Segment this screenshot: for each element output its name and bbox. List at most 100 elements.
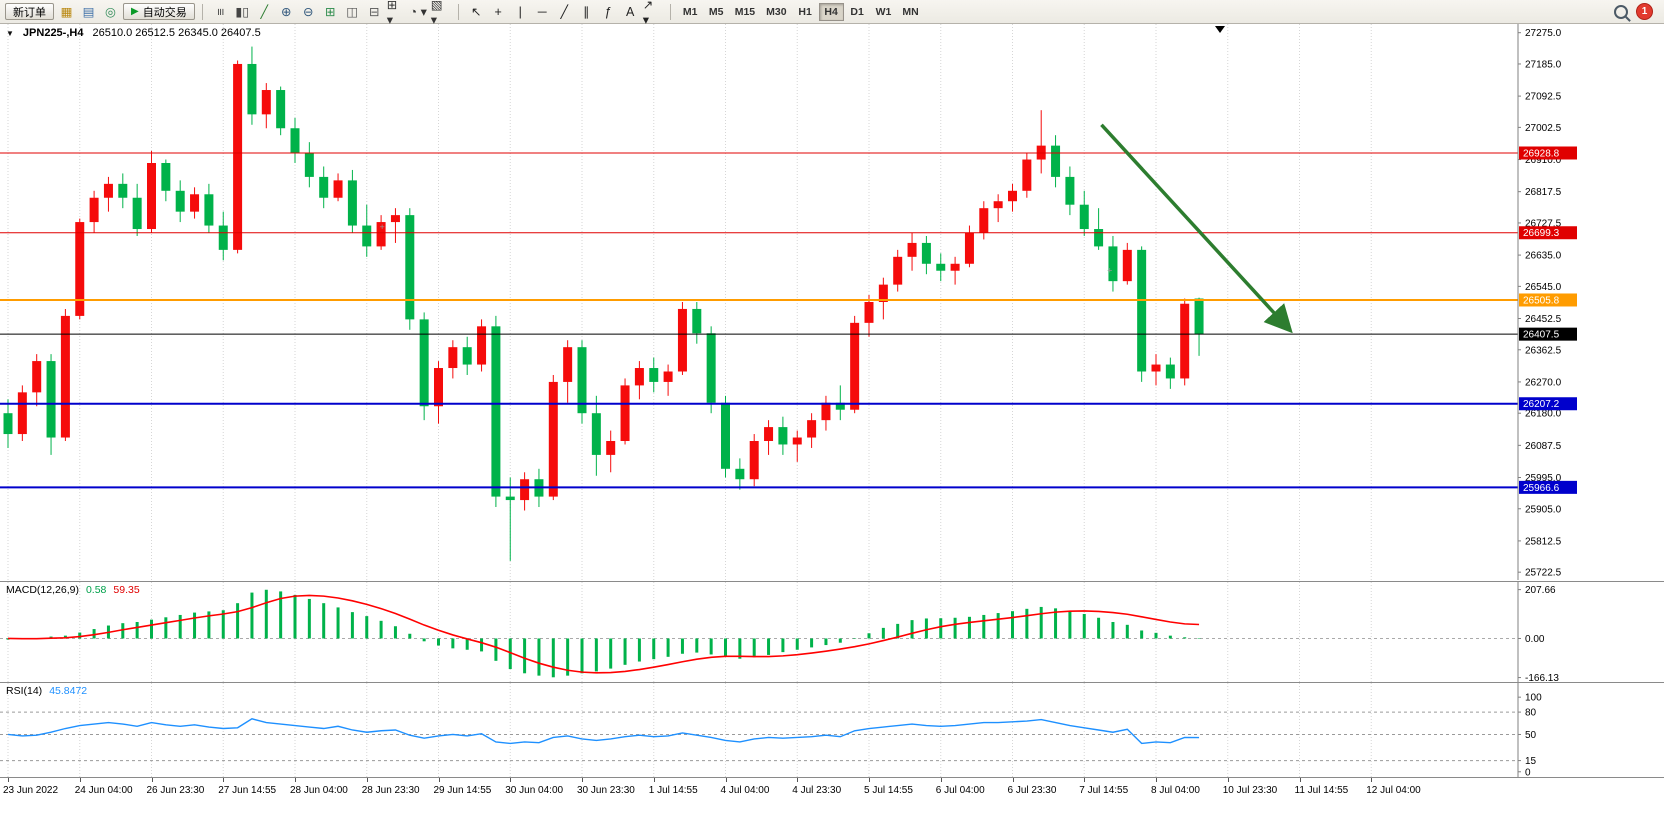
price-chart-canvas[interactable]: + +27275.0 27185.0 27092.5 27002.5 26910.0 268…	[0, 24, 1664, 581]
time-tick	[1084, 778, 1086, 782]
time-axis[interactable]: 23 Jun 2022 24 Jun 04:00 26 Jun 23:30 27 Ju…	[0, 778, 1664, 832]
zoom-in-icon[interactable]: ⊕	[280, 5, 292, 19]
svg-text:26910.0: 26910.0	[1525, 155, 1562, 166]
time-tick	[725, 778, 727, 782]
time-tick	[366, 778, 368, 782]
svg-text:26180.0: 26180.0	[1525, 409, 1562, 420]
horizontal-line-icon[interactable]: ─	[537, 4, 547, 19]
chart-tools-group: ≡ ▮▯ ╱ ⊕ ⊖ ⊞ ◫ ⊟ ⊞ ▾ ◔ ▾ ▧ ▾	[210, 0, 451, 27]
auto-trading-button[interactable]: ▶ 自动交易	[123, 3, 195, 20]
svg-text:26545.0: 26545.0	[1525, 282, 1562, 293]
macd-main-value: 0.58	[85, 584, 107, 596]
svg-text:25812.5: 25812.5	[1525, 536, 1562, 547]
svg-text:25966.6: 25966.6	[1523, 483, 1560, 494]
timeframe-D1[interactable]: D1	[845, 3, 870, 21]
svg-text:26699.3: 26699.3	[1523, 228, 1560, 239]
macd-title: MACD(12,26,9)	[6, 584, 79, 596]
time-tick	[295, 778, 296, 782]
svg-text:27002.5: 27002.5	[1525, 123, 1562, 134]
timeframe-M5[interactable]: M5	[704, 3, 729, 21]
play-icon: ▶	[131, 6, 139, 17]
price-chart-panel: + +27275.0 27185.0 27092.5 27002.5 26910.0 268…	[0, 24, 1664, 582]
time-tick	[869, 778, 870, 782]
svg-text:+: +	[380, 222, 385, 232]
svg-text:26817.5: 26817.5	[1525, 187, 1562, 198]
candlestick-icon[interactable]: ▮▯	[235, 5, 250, 19]
collapse-icon[interactable]: ▼	[6, 29, 14, 38]
new-chart-button[interactable]: ⊞ ▾	[386, 0, 398, 27]
time-tick	[940, 778, 942, 782]
svg-text:+: +	[1107, 266, 1112, 276]
zoom-out-icon[interactable]: ⊖	[302, 5, 314, 19]
time-tick	[79, 778, 81, 782]
time-label: 30 Jun 04:00	[505, 785, 564, 796]
line-chart-icon[interactable]: ╱	[260, 5, 268, 19]
bar-chart-icon[interactable]: ≡	[213, 7, 228, 16]
time-tick	[1299, 778, 1301, 782]
svg-text:27185.0: 27185.0	[1525, 59, 1562, 70]
svg-text:25905.0: 25905.0	[1525, 504, 1562, 515]
market-watch-icon[interactable]: ▦	[60, 5, 73, 19]
chart-ohlc-values: 26510.0 26512.5 26345.0 26407.5	[92, 27, 261, 39]
svg-text:27275.0: 27275.0	[1525, 28, 1562, 39]
navigator-icon[interactable]: ◎	[105, 5, 116, 19]
time-tick	[1371, 778, 1373, 782]
svg-text:50: 50	[1525, 730, 1537, 741]
svg-text:26270.0: 26270.0	[1525, 377, 1562, 388]
timeframe-MN[interactable]: MN	[897, 3, 923, 21]
time-label: 24 Jun 04:00	[74, 785, 133, 796]
timeframe-W1[interactable]: W1	[871, 3, 897, 21]
timeframe-H4[interactable]: H4	[818, 2, 844, 21]
trendline-icon[interactable]: ╱	[560, 5, 568, 19]
template-button[interactable]: ▧ ▾	[430, 0, 443, 27]
macd-label: MACD(12,26,9) 0.58 59.35	[6, 584, 140, 596]
time-label: 28 Jun 23:30	[361, 785, 420, 796]
timeframe-H1[interactable]: H1	[793, 3, 818, 21]
crosshair-icon[interactable]: +	[494, 4, 502, 19]
rsi-title: RSI(14)	[6, 685, 43, 697]
svg-text:26452.5: 26452.5	[1525, 314, 1562, 325]
time-label: 6 Jul 04:00	[935, 785, 985, 796]
time-tick	[223, 778, 225, 782]
period-button[interactable]: ◔ ▾	[409, 5, 427, 19]
timeframe-M15[interactable]: M15	[730, 3, 760, 21]
time-tick	[151, 778, 153, 782]
svg-text:26362.5: 26362.5	[1525, 345, 1562, 356]
svg-text:26407.5: 26407.5	[1523, 330, 1560, 341]
search-icon[interactable]	[1614, 4, 1628, 19]
time-tick	[510, 778, 512, 782]
data-window-icon[interactable]: ▤	[82, 5, 95, 19]
time-label: 27 Jun 14:55	[218, 785, 277, 796]
time-tick	[582, 778, 583, 782]
rsi-canvas[interactable]: 100 80 50 150	[0, 683, 1664, 777]
svg-text:100: 100	[1525, 693, 1542, 704]
time-label: 26 Jun 23:30	[146, 785, 205, 796]
toolbar-separator	[457, 3, 459, 20]
time-tick	[653, 778, 655, 782]
fibonacci-icon[interactable]: ƒ	[604, 4, 612, 19]
svg-text:25995.0: 25995.0	[1525, 473, 1562, 484]
cursor-icon[interactable]: ↖	[470, 5, 482, 19]
channel-icon[interactable]: ∥	[583, 5, 590, 19]
chart-symbol-label: JPN225-,H4	[22, 27, 84, 39]
text-icon[interactable]: A	[626, 4, 635, 19]
time-tick	[1227, 778, 1229, 782]
arrange-charts-icon[interactable]: ◫	[346, 5, 359, 19]
toolbar-right-group: 1	[1614, 3, 1659, 20]
svg-text:26727.5: 26727.5	[1525, 218, 1562, 229]
draw-tools-group: ↖ + | ─ ╱ ∥ ƒ A ↗ ▾	[466, 0, 663, 27]
new-order-button[interactable]: 新订单	[5, 3, 54, 20]
rsi-panel: 100 80 50 15 0 RSI(14) 45.8472	[0, 683, 1664, 778]
time-label: 10 Jul 23:30	[1222, 785, 1278, 796]
time-label: 1 Jul 14:55	[648, 785, 698, 796]
notification-badge[interactable]: 1	[1636, 3, 1653, 20]
cascade-windows-icon[interactable]: ⊟	[368, 5, 380, 19]
time-label: 23 Jun 2022	[3, 785, 59, 796]
timeframe-M30[interactable]: M30	[761, 3, 791, 21]
timeframe-M1[interactable]: M1	[678, 3, 703, 21]
macd-canvas[interactable]: 207.66 0.00 -166.13	[0, 582, 1664, 682]
vertical-line-icon[interactable]: |	[518, 4, 522, 19]
arrows-shapes-button[interactable]: ↗ ▾	[642, 0, 654, 27]
tile-windows-icon[interactable]: ⊞	[324, 5, 336, 19]
time-label: 6 Jul 23:30	[1007, 785, 1057, 796]
